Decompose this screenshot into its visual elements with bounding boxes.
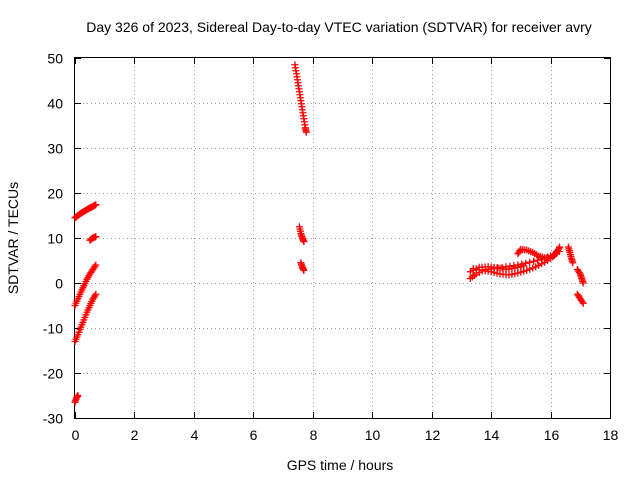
series-seg-b1 (291, 61, 310, 136)
x-tick-label: 10 (365, 427, 381, 443)
series-seg-c3 (514, 243, 563, 262)
series-seg-a3 (71, 261, 100, 309)
x-tick-label: 6 (250, 427, 258, 443)
data-point (74, 392, 82, 399)
x-tick-label: 2 (131, 427, 139, 443)
data-point (92, 233, 100, 241)
series-seg-c4 (466, 262, 528, 276)
chart-title: Day 326 of 2023, Sidereal Day-to-day VTE… (86, 19, 592, 35)
y-tick-label: 50 (47, 51, 63, 67)
data-point (91, 292, 99, 300)
y-tick-label: 40 (47, 96, 63, 112)
axis-ticks: 0 2 4 6 8 10 12 14 16 18 50 40 30 20 10 0 -10 -20 -30 (43, 51, 619, 444)
series-seg-c5 (564, 243, 577, 267)
y-axis-label: SDTVAR / TECUs (5, 182, 21, 294)
y-tick-label: -30 (43, 411, 63, 427)
data-point (92, 201, 100, 209)
x-tick-label: 0 (72, 427, 80, 443)
x-tick-label: 18 (603, 427, 619, 443)
series-seg-c6 (573, 266, 587, 287)
data-point (530, 257, 538, 265)
x-tick-label: 16 (544, 427, 560, 443)
series-seg-a1 (71, 201, 100, 222)
x-tick-label: 14 (484, 427, 500, 443)
data-point (579, 299, 587, 307)
data-point (92, 261, 100, 269)
plot-frame (74, 57, 611, 419)
data-points (71, 61, 587, 406)
y-tick-label: 20 (47, 186, 63, 202)
data-point (302, 128, 310, 136)
x-tick-label: 12 (425, 427, 441, 443)
data-point (555, 243, 563, 251)
series-seg-b2 (295, 223, 308, 246)
series-seg-a2 (86, 233, 100, 244)
y-tick-label: 30 (47, 141, 63, 157)
data-point (300, 238, 308, 246)
x-axis-label: GPS time / hours (287, 457, 394, 473)
y-tick-label: -20 (43, 366, 63, 382)
data-point (520, 262, 528, 270)
series-seg-a5 (71, 392, 82, 406)
data-point (92, 290, 100, 298)
x-tick-label: 8 (310, 427, 318, 443)
series-seg-b3 (297, 259, 308, 274)
series-seg-c7 (573, 290, 587, 307)
data-point (526, 258, 534, 266)
y-tick-label: -10 (43, 321, 63, 337)
data-point (579, 279, 587, 287)
data-point (569, 259, 577, 267)
y-tick-label: 0 (55, 276, 63, 292)
data-point (300, 266, 308, 274)
grid (75, 58, 610, 418)
data-point (575, 269, 583, 276)
y-tick-label: 10 (47, 231, 63, 247)
data-point (91, 263, 99, 270)
data-point (578, 298, 586, 306)
data-point (534, 256, 542, 264)
x-tick-label: 4 (191, 427, 199, 443)
series-seg-a4 (71, 290, 100, 345)
